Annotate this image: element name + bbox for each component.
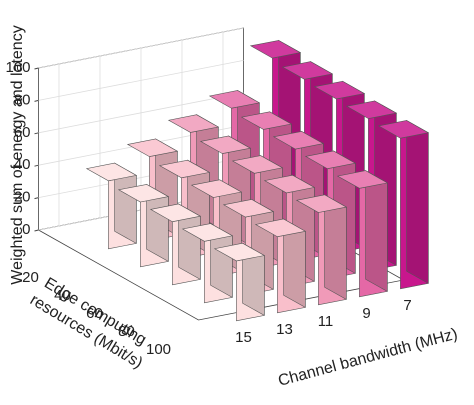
z-tick	[34, 132, 39, 135]
bar-top	[240, 111, 293, 130]
bar-top	[231, 155, 284, 174]
x-tick-label: 100	[146, 341, 171, 358]
bar	[149, 203, 202, 286]
bar-top	[295, 194, 348, 213]
y-tick-label: 7	[403, 297, 411, 314]
bar-top	[158, 159, 211, 179]
bar-top	[377, 120, 430, 139]
bar-top	[208, 90, 261, 109]
bar-top	[304, 150, 357, 170]
bar	[254, 218, 307, 314]
z-tick	[34, 99, 39, 102]
y-tick-label: 9	[362, 305, 370, 322]
bar-top	[336, 170, 389, 189]
y-tick-label: 15	[235, 329, 252, 346]
bar	[336, 170, 389, 298]
z-tick	[34, 164, 39, 167]
bar-top	[254, 218, 307, 238]
z-tick-label: 60	[14, 124, 31, 141]
z-tick-label: 40	[14, 156, 31, 173]
z-tick	[34, 229, 39, 232]
bar-top	[167, 114, 220, 133]
z-tick-label: 100	[5, 59, 30, 76]
y-tick-label: 11	[318, 313, 334, 330]
x-tick-label: 40	[54, 287, 71, 304]
bar-side	[406, 119, 429, 284]
z-tick	[34, 67, 39, 70]
x-tick-label: 20	[22, 269, 39, 286]
bar	[213, 242, 266, 322]
bar-top	[272, 131, 325, 150]
x-tick-label: 60	[86, 305, 103, 322]
bar-top	[281, 61, 334, 80]
z-tick-label: 80	[14, 91, 31, 108]
bar-top	[345, 100, 398, 119]
bar-top	[117, 184, 170, 203]
bar-top	[149, 203, 202, 223]
bar	[295, 194, 348, 306]
z-tick-label: 0	[22, 221, 30, 238]
bar-top	[249, 40, 302, 59]
bar	[377, 119, 430, 290]
y-axis-title: Channel bandwidth (MHz)	[276, 326, 459, 390]
bar-top	[190, 179, 243, 198]
bar-top	[181, 223, 234, 242]
z-axis-title: Weighted sum of energy and latency	[9, 25, 26, 284]
bar-side	[365, 170, 388, 292]
x-tick-label: 80	[118, 323, 135, 340]
bar-top	[222, 199, 275, 218]
bar-top	[199, 135, 252, 154]
bar-top	[313, 80, 366, 100]
bar-top	[126, 138, 179, 157]
y-tick-label: 13	[276, 321, 293, 338]
z-tick-label: 20	[14, 189, 31, 206]
bar-top	[85, 162, 138, 182]
bar-top	[263, 174, 316, 194]
bar-top	[213, 242, 266, 262]
z-tick	[34, 197, 39, 200]
